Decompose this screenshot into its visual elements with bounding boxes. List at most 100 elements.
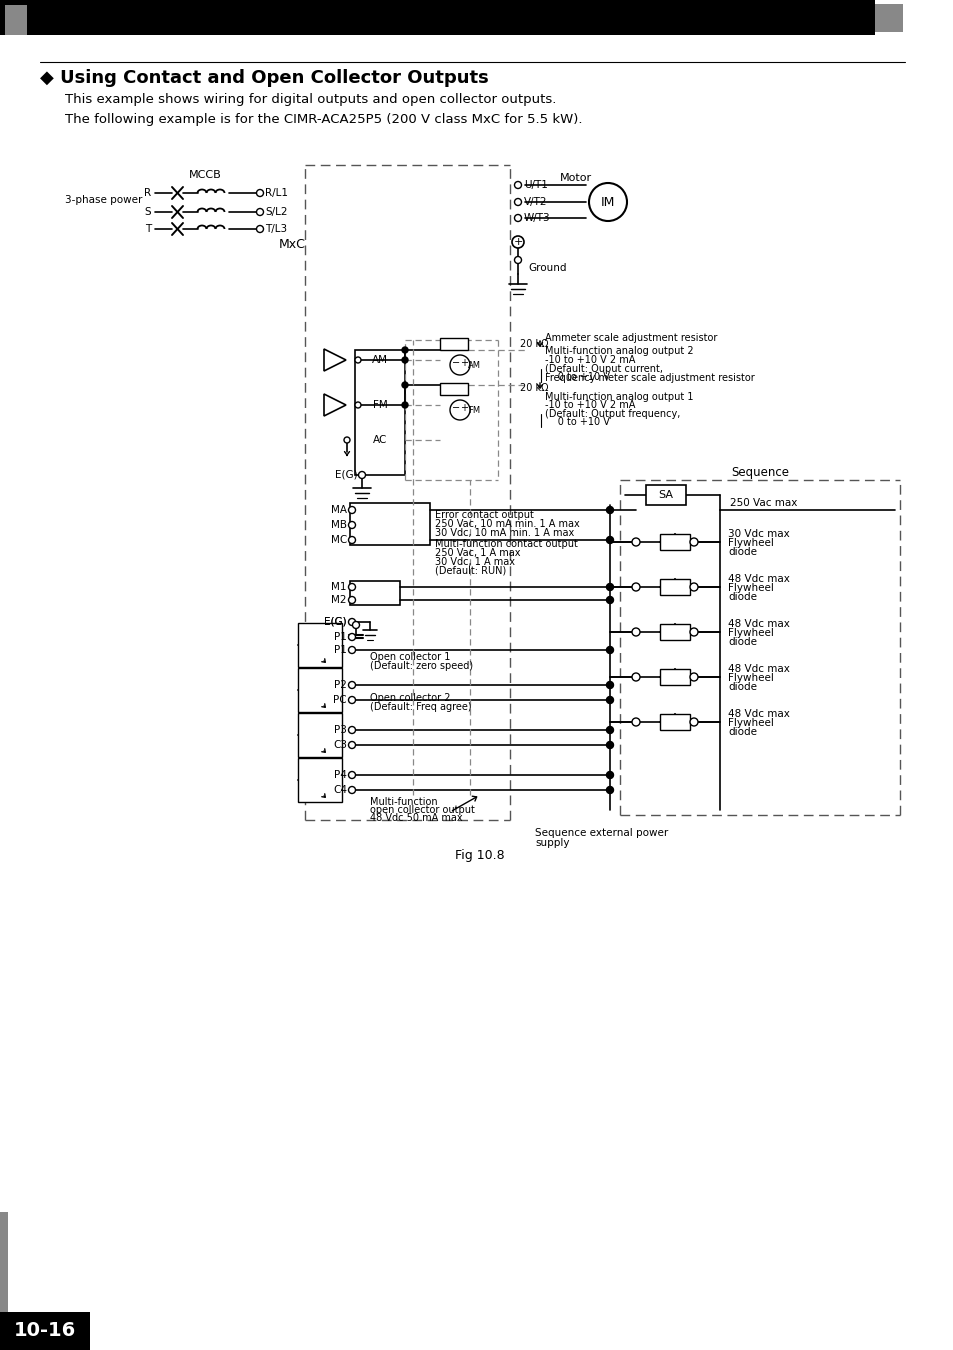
Circle shape	[606, 506, 613, 513]
Text: S/L2: S/L2	[265, 207, 287, 217]
Text: IM: IM	[600, 196, 615, 208]
Text: This example shows wiring for digital outputs and open collector outputs.: This example shows wiring for digital ou…	[65, 93, 556, 107]
Text: SA: SA	[658, 490, 673, 500]
Text: Multi-function analog output 2: Multi-function analog output 2	[544, 346, 693, 356]
Circle shape	[606, 508, 613, 513]
Bar	[355, 350, 405, 475]
Bar	[659, 670, 689, 684]
Text: FM: FM	[468, 406, 479, 416]
Circle shape	[348, 682, 355, 688]
Text: 48 Vdc max: 48 Vdc max	[727, 574, 789, 585]
Bar	[297, 668, 341, 711]
Text: AM: AM	[372, 355, 388, 364]
Circle shape	[606, 583, 613, 590]
Text: Multi-function analog output 1: Multi-function analog output 1	[544, 392, 693, 402]
Circle shape	[514, 198, 521, 205]
Circle shape	[355, 402, 360, 408]
Circle shape	[348, 771, 355, 779]
Circle shape	[606, 787, 613, 792]
Circle shape	[256, 208, 263, 216]
Circle shape	[606, 537, 613, 543]
Circle shape	[606, 585, 613, 590]
Text: diode: diode	[727, 593, 757, 602]
Text: diode: diode	[727, 637, 757, 647]
Text: Multi-function: Multi-function	[370, 796, 437, 807]
Bar	[0, 1312, 90, 1350]
Circle shape	[348, 741, 355, 748]
Text: 48 Vdc max: 48 Vdc max	[727, 709, 789, 720]
Text: MB: MB	[331, 520, 347, 531]
Text: Flywheel: Flywheel	[727, 718, 773, 728]
Text: P4: P4	[334, 769, 347, 780]
Bar	[0, 0, 874, 35]
Text: U/T1: U/T1	[523, 180, 547, 190]
Circle shape	[606, 597, 613, 603]
Bar	[645, 485, 685, 505]
Text: Ground: Ground	[527, 263, 566, 273]
Circle shape	[606, 772, 613, 778]
Circle shape	[631, 674, 639, 680]
Circle shape	[358, 471, 365, 478]
Circle shape	[606, 597, 613, 603]
Circle shape	[606, 682, 613, 688]
Text: P3: P3	[334, 725, 347, 734]
Text: Sequence: Sequence	[730, 467, 788, 479]
Text: 0 to +10 V: 0 to +10 V	[547, 417, 609, 427]
Text: Error contact output: Error contact output	[435, 510, 534, 520]
Text: The following example is for the CIMR-ACA25P5 (200 V class MxC for 5.5 kW).: The following example is for the CIMR-AC…	[65, 113, 582, 127]
Text: MCCB: MCCB	[189, 170, 221, 180]
Text: Flywheel: Flywheel	[727, 539, 773, 548]
Text: W/T3: W/T3	[523, 213, 550, 223]
Circle shape	[352, 621, 359, 629]
Text: FM: FM	[373, 400, 387, 410]
Circle shape	[514, 256, 521, 263]
Bar	[350, 580, 399, 605]
Text: R/L1: R/L1	[265, 188, 288, 198]
Bar	[659, 535, 689, 549]
Text: 30 Vdc, 1 A max: 30 Vdc, 1 A max	[435, 558, 515, 567]
Text: 3-phase power: 3-phase power	[65, 194, 142, 205]
Circle shape	[606, 697, 613, 703]
Text: 30 Vdc max: 30 Vdc max	[727, 529, 789, 539]
Text: 250 Vac max: 250 Vac max	[729, 498, 797, 508]
Text: −: −	[452, 358, 459, 369]
Circle shape	[348, 536, 355, 544]
Circle shape	[401, 356, 408, 363]
Text: Frequency meter scale adjustment resistor: Frequency meter scale adjustment resisto…	[544, 373, 754, 383]
Bar	[297, 757, 341, 802]
Text: 48 Vdc max: 48 Vdc max	[727, 664, 789, 674]
Circle shape	[355, 356, 360, 363]
Circle shape	[348, 618, 355, 625]
Text: MxC: MxC	[278, 239, 305, 251]
Circle shape	[348, 697, 355, 703]
Circle shape	[689, 583, 698, 591]
Text: M2: M2	[331, 595, 347, 605]
Text: R: R	[144, 188, 152, 198]
Text: S: S	[145, 207, 152, 217]
Text: P1: P1	[334, 645, 347, 655]
Circle shape	[348, 597, 355, 603]
Circle shape	[348, 506, 355, 513]
Circle shape	[514, 181, 521, 189]
Text: 48 Vdc 50 mA max: 48 Vdc 50 mA max	[370, 813, 462, 823]
Circle shape	[348, 583, 355, 590]
Bar	[350, 504, 430, 545]
Text: 10-16: 10-16	[14, 1322, 76, 1341]
Circle shape	[450, 355, 470, 375]
Text: Open collector 2: Open collector 2	[370, 693, 450, 703]
Circle shape	[348, 633, 355, 640]
Text: 48 Vdc max: 48 Vdc max	[727, 620, 789, 629]
Text: Flywheel: Flywheel	[727, 583, 773, 593]
Text: 0 to +10 V: 0 to +10 V	[547, 373, 609, 382]
Bar	[297, 713, 341, 757]
Circle shape	[689, 674, 698, 680]
Circle shape	[348, 647, 355, 653]
Circle shape	[606, 787, 613, 794]
Text: +: +	[459, 404, 468, 413]
Text: diode: diode	[727, 728, 757, 737]
Text: Fig 10.8: Fig 10.8	[455, 849, 504, 863]
Text: 250 Vac, 10 mA min. 1 A max: 250 Vac, 10 mA min. 1 A max	[435, 518, 579, 529]
Circle shape	[606, 726, 613, 733]
Circle shape	[689, 628, 698, 636]
Text: E(G): E(G)	[324, 617, 347, 626]
